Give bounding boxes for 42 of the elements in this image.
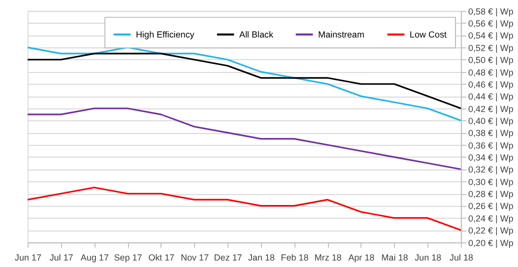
line-series [26,52,462,110]
y-tick-label: 0,44 € | Wp [468,92,514,102]
y-tick-label: 0,58 € | Wp [468,6,514,16]
y-tick-label: 0,42 € | Wp [468,104,514,114]
y-tick-label: 0,40 € | Wp [468,116,514,126]
y-tick-label: 0,56 € | Wp [468,18,514,29]
x-tick-label: Okt 17 [148,252,175,263]
legend-label: All Black [239,30,274,40]
y-tick-label: 0,34 € | Wp [468,152,514,163]
y-tick-label: 0,52 € | Wp [468,42,514,53]
y-tick-label: 0,22 € | Wp [468,226,514,236]
y-tick-label: 0,30 € | Wp [468,176,514,187]
line-series [26,108,462,170]
y-tick-label: 0,38 € | Wp [468,128,514,138]
y-tick-label: 0,24 € | Wp [468,213,514,224]
legend-label: Mainstream [318,30,364,40]
y-tick-label: 0,46 € | Wp [468,79,514,90]
y-tick-label: 0,28 € | Wp [468,189,514,200]
x-tick-label: Nov 17 [180,252,209,263]
y-tick-label: 0,50 € | Wp [468,55,514,66]
x-tick-label: Apr 18 [348,252,374,263]
x-tick-label: Sep 17 [114,252,142,263]
x-tick-label: Mrz 18 [314,252,342,263]
y-tick-label: 0,32 € | Wp [468,164,514,175]
y-tick-label: 0,54 € | Wp [468,30,514,41]
x-tick-label: Jul 17 [50,252,74,263]
x-tick-label: Aug 17 [80,252,109,263]
x-tick-label: Jun 18 [414,252,442,263]
x-tick-label: Feb 18 [280,252,309,263]
y-tick-label: 0,36 € | Wp [468,140,514,150]
y-tick-label: 0,26 € | Wp [468,201,514,212]
x-tick-label: Jan 18 [248,252,275,263]
line-series [26,186,462,231]
legend-label: High Efficiency [136,30,195,40]
x-tick-label: Dez 17 [214,252,242,263]
line-series [26,46,462,122]
legend-label: Low Cost [410,30,448,40]
x-tick-label: Jul 18 [450,252,474,263]
x-tick-label: Jun 17 [14,252,42,263]
y-tick-label: 0,48 € | Wp [468,67,514,78]
y-tick-label: 0,20 € | Wp [468,238,514,248]
x-tick-label: Mai 18 [381,252,408,263]
